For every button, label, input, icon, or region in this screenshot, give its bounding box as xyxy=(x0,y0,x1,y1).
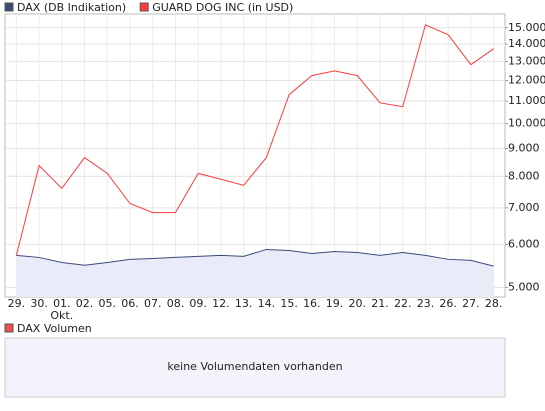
x-tick-label: 30. xyxy=(30,297,48,310)
y-tick-label: 8.000 xyxy=(508,169,540,182)
y-tick-label: 6.000 xyxy=(508,237,540,250)
x-tick-label: 22. xyxy=(394,297,412,310)
y-tick-label: 14.000 xyxy=(508,37,545,50)
y-tick-label: 5.000 xyxy=(508,280,540,293)
y-tick-label: 7.000 xyxy=(508,201,540,214)
x-tick-label: 21. xyxy=(371,297,389,310)
x-tick-label: 16. xyxy=(303,297,321,310)
x-tick-label: 02. xyxy=(76,297,94,310)
x-tick-label: 05. xyxy=(99,297,117,310)
x-tick-label: 29. xyxy=(8,297,26,310)
y-tick-label: 11.000 xyxy=(508,94,545,107)
x-tick-label: 12. xyxy=(212,297,230,310)
volume-message: keine Volumendaten vorhanden xyxy=(167,360,342,373)
volume-legend: DAX Volumen xyxy=(17,322,92,335)
legend-label: GUARD DOG INC (in USD) xyxy=(152,1,293,14)
x-tick-label: 23. xyxy=(417,297,435,310)
x-tick-label: 09. xyxy=(189,297,207,310)
area xyxy=(16,249,494,297)
volume-legend-swatch xyxy=(4,323,14,333)
legend-label: DAX (DB Indikation) xyxy=(17,1,126,14)
x-tick-sublabel: Okt. xyxy=(50,309,73,322)
x-tick-label: 15. xyxy=(280,297,298,310)
y-tick-label: 15.000 xyxy=(508,21,545,34)
y-tick-label: 12.000 xyxy=(508,73,545,86)
x-tick-label: 28. xyxy=(485,297,503,310)
line xyxy=(16,248,494,267)
y-tick-label: 9.000 xyxy=(508,141,540,154)
x-tick-label: 13. xyxy=(235,297,253,310)
x-tick-label: 08. xyxy=(167,297,185,310)
x-tick-label: 14. xyxy=(258,297,276,310)
x-tick-label: 20. xyxy=(349,297,367,310)
x-tick-label: 27. xyxy=(462,297,480,310)
legend-swatch xyxy=(139,2,149,12)
x-tick-label: 01. xyxy=(53,297,71,310)
x-tick-label: 06. xyxy=(121,297,139,310)
volume-box xyxy=(4,337,506,398)
y-tick-label: 10.000 xyxy=(508,117,545,130)
legend-swatch xyxy=(4,2,14,12)
line xyxy=(15,24,494,256)
x-tick-label: 07. xyxy=(144,297,162,310)
x-tick-label: 19. xyxy=(326,297,344,310)
y-tick-label: 13.000 xyxy=(508,55,545,68)
x-tick-label: 26. xyxy=(439,297,457,310)
